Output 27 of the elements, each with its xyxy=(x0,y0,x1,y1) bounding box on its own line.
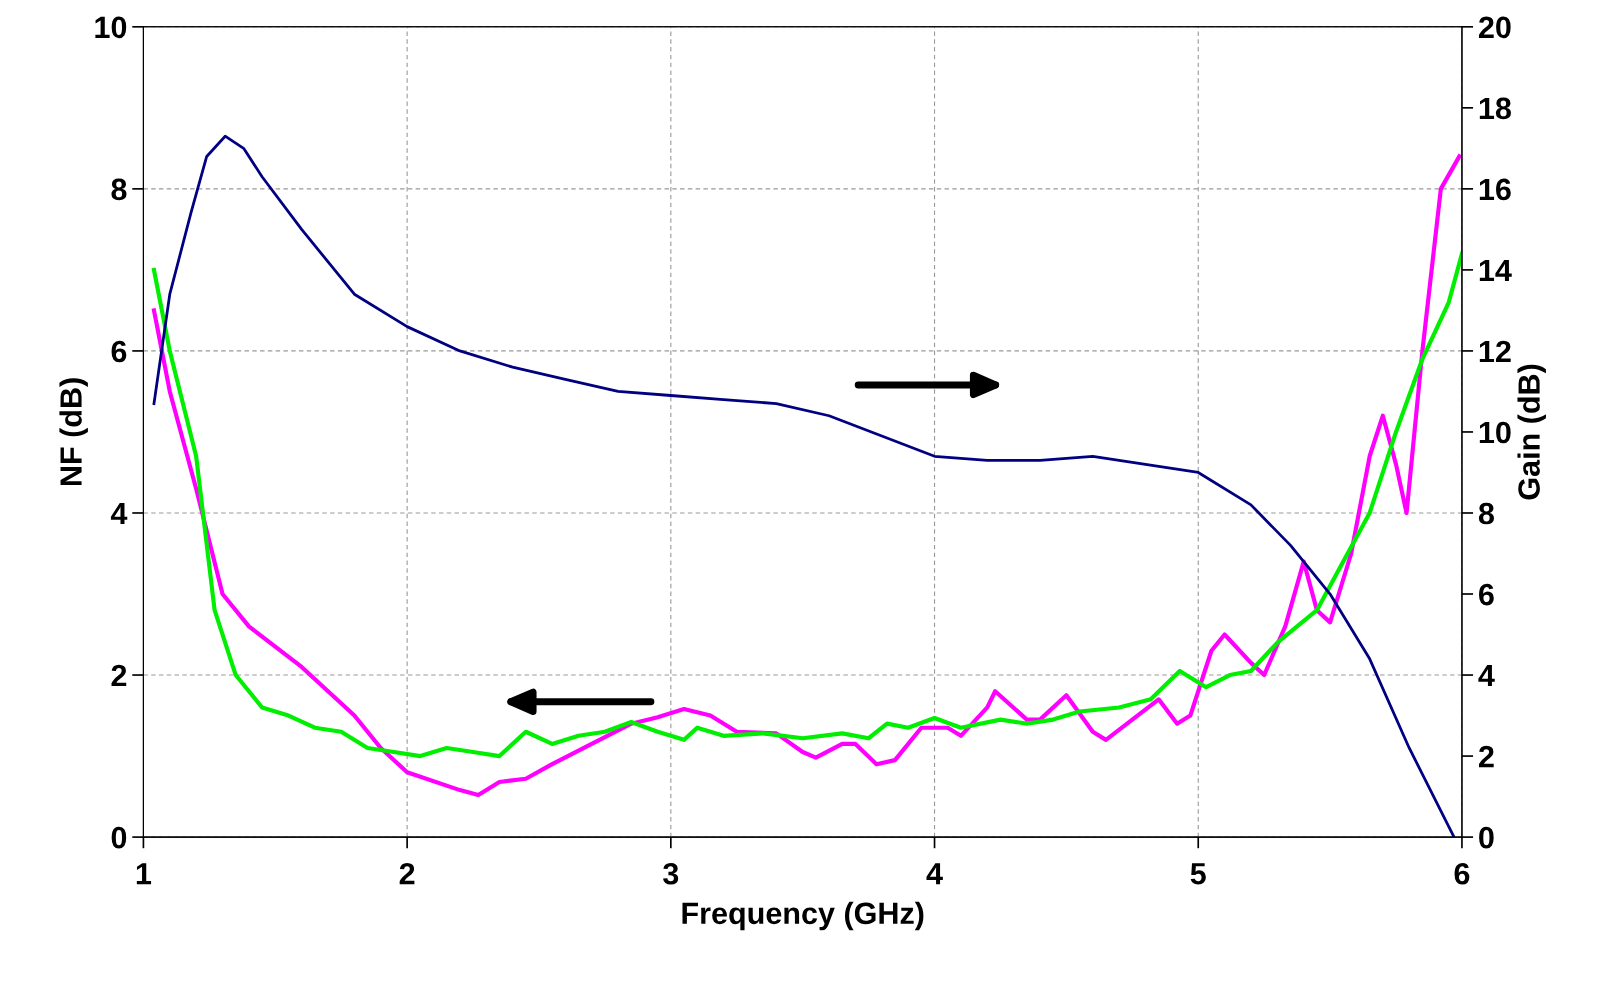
y-tick-label: 2 xyxy=(111,664,127,687)
y-tick-label: 0 xyxy=(111,826,127,849)
y2-tick-label: 8 xyxy=(1478,502,1494,525)
y2-tick-label: 10 xyxy=(1479,421,1511,444)
y2-tick-label: 18 xyxy=(1479,97,1511,120)
y-tick-label: 6 xyxy=(111,340,127,363)
x-tick-label: 3 xyxy=(663,862,679,885)
y-tick-label: 4 xyxy=(110,503,128,525)
x-tick-label: 6 xyxy=(1454,862,1470,885)
x-tick-label: 4 xyxy=(926,863,943,885)
y2-tick-label: 14 xyxy=(1479,259,1512,281)
x-tick-label: 1 xyxy=(136,863,152,885)
y2-tick-label: 4 xyxy=(1478,665,1495,687)
y2-tick-label: 20 xyxy=(1478,16,1511,39)
y2-tick-label: 6 xyxy=(1479,583,1494,606)
y2-tick-label: 16 xyxy=(1479,178,1511,201)
x-tick-label: 2 xyxy=(399,862,415,885)
x-axis-title: Frequency (GHz) xyxy=(682,901,924,931)
y2-tick-label: 0 xyxy=(1479,826,1494,849)
y2-tick-label: 12 xyxy=(1479,340,1511,362)
x-tick-label: 5 xyxy=(1190,863,1206,885)
line-series xyxy=(151,251,1462,759)
y2-tick-label: 2 xyxy=(1478,745,1494,768)
y-axis-title: NF (dB) xyxy=(59,378,88,486)
y-tick-label: 8 xyxy=(111,178,127,201)
y-tick-label: 10 xyxy=(95,16,127,39)
y2-axis-title: Gain (dB) xyxy=(1517,364,1546,500)
